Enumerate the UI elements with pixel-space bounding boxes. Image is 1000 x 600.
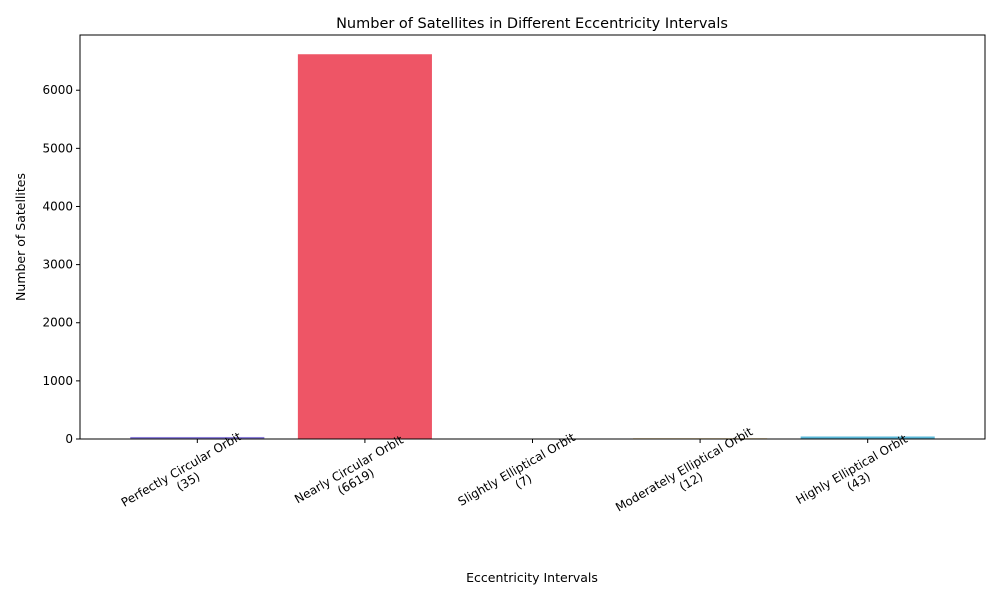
bar-1 <box>297 54 432 439</box>
y-axis-label: Number of Satellites <box>13 173 28 301</box>
y-tick-label: 4000 <box>42 199 73 213</box>
bar-0 <box>130 436 265 439</box>
y-tick-label: 2000 <box>42 316 73 330</box>
chart-title: Number of Satellites in Different Eccent… <box>336 16 728 32</box>
bar-4 <box>800 436 935 439</box>
y-tick-label: 6000 <box>42 83 73 97</box>
y-tick-label: 3000 <box>42 258 73 272</box>
y-tick-label: 0 <box>65 432 73 446</box>
x-axis-label: Eccentricity Intervals <box>466 570 598 585</box>
y-axis: 0 1000 2000 3000 4000 5000 6000 <box>42 83 80 446</box>
plot-frame <box>79 34 986 440</box>
y-tick-label: 5000 <box>42 141 73 155</box>
y-tick-label: 1000 <box>42 374 73 388</box>
bars-group <box>130 54 935 440</box>
